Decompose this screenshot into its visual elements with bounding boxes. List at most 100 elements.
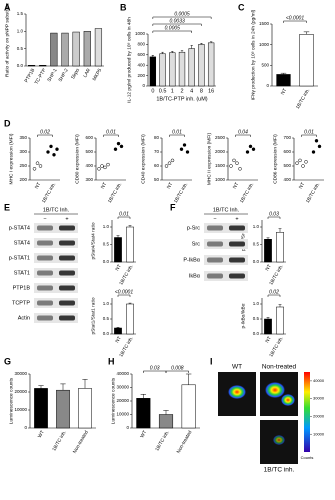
y-tick-label: 0.0: [103, 331, 110, 336]
blot-band: [207, 257, 223, 263]
data-point: [185, 150, 190, 154]
blot-band: [59, 255, 75, 261]
data-point: [311, 150, 316, 154]
signal: [281, 394, 295, 406]
data-point: [232, 158, 236, 163]
blot-strip: [204, 239, 248, 249]
blot-band: [37, 315, 53, 321]
blot-strip: [204, 271, 248, 281]
x-tick-label: 1B/TC inh.: [154, 430, 171, 453]
data-point: [119, 144, 124, 149]
y-axis-label: IL-12 pg/ml produced by 10⁵ cells in 48h: [126, 17, 132, 103]
p-value: <0.0001: [115, 289, 133, 295]
bar: [299, 34, 314, 87]
colorbar: [304, 372, 310, 452]
data-point: [106, 162, 110, 167]
treatment-label: 1B/TC Inh.: [213, 207, 240, 213]
data-point: [314, 139, 319, 143]
blot-row-label: p-STAT4: [9, 225, 30, 231]
blot-band: [59, 315, 75, 321]
significance-bracket: [117, 294, 131, 297]
bar: [39, 65, 47, 67]
p-value: 0.03: [269, 211, 279, 217]
y-tick-label: 400: [283, 177, 291, 182]
y-tick-label: 1.0: [253, 224, 260, 229]
blot-band: [37, 300, 53, 306]
y-tick-label: 600: [85, 135, 93, 140]
p-value: 0.04: [238, 129, 248, 135]
significance-bracket: [152, 30, 192, 33]
y-axis-label: p-IkBα/IkBα: [240, 303, 246, 328]
p-value: 0.01: [119, 211, 129, 217]
p-value: 0.01: [172, 129, 182, 135]
x-tick-label: LAR: [82, 67, 92, 79]
x-tick-label: NT: [100, 182, 108, 191]
y-axis-label: Luminescence counts: [8, 377, 14, 424]
blot-band: [37, 240, 53, 246]
bar: [198, 44, 205, 87]
x-tick-label: 0.5: [159, 88, 167, 94]
y-tick-label: 600: [137, 52, 145, 57]
data-point: [245, 150, 250, 154]
y-tick-label: 200: [137, 73, 145, 78]
x-tick-label: NT: [34, 182, 42, 191]
bar: [188, 48, 195, 87]
x-tick-label: 1B/TC inh.: [173, 182, 190, 205]
blot-row-label: p-STAT1: [9, 255, 30, 261]
data-point: [52, 153, 56, 157]
blot-band: [229, 273, 245, 279]
y-tick-label: 0.5: [17, 46, 24, 51]
bar: [34, 388, 48, 429]
y-axis-label: pStat1/Stat1 ratio: [90, 297, 96, 334]
y-tick-label: 10000: [14, 407, 27, 412]
bar: [56, 389, 70, 429]
colorbar-tick-label: 30000: [313, 396, 325, 401]
y-tick-label: 300: [85, 177, 93, 182]
blot-band: [207, 273, 223, 279]
blot-strip: [204, 223, 248, 233]
y-tick-label: 30000: [14, 371, 27, 376]
blot-row-label: p-Src: [187, 225, 200, 231]
image-label: Non-treated: [262, 364, 297, 371]
x-tick-label: 8: [200, 88, 203, 94]
data-point: [164, 164, 169, 168]
blot-row-label: P-IkBα: [183, 257, 200, 263]
y-tick-label: 600: [283, 149, 291, 154]
lane-label: −: [213, 216, 216, 222]
x-tick-label: 1B/TC inh.: [239, 182, 256, 205]
y-axis-label: CD86 expression (MFI): [272, 134, 278, 184]
blot-strip: [34, 238, 78, 248]
y-tick-label: 60: [154, 163, 160, 168]
y-tick-label: 0.0: [253, 331, 260, 336]
blot-row-label: TCPTP: [12, 300, 30, 306]
colorbar-tick-label: 20000: [313, 414, 325, 419]
y-tick-label: 1500: [259, 21, 270, 26]
y-tick-label: 0.5: [103, 316, 110, 321]
significance-bracket: [169, 134, 185, 137]
lane-label: −: [43, 216, 46, 222]
blot-row-label: IkBα: [189, 273, 201, 279]
y-axis-label: Ratio of activity on pNPP substrate: [4, 3, 10, 77]
x-tick-label: 1B/TC inh.: [295, 88, 312, 111]
blot-band: [37, 255, 53, 261]
y-tick-label: 2000: [215, 149, 226, 154]
x-tick-label: SHP-2: [58, 67, 70, 83]
blot-strip: [34, 313, 78, 323]
data-point: [116, 141, 121, 146]
lane-label: +: [65, 216, 68, 222]
y-tick-label: 70: [154, 149, 160, 154]
bar: [27, 65, 36, 67]
p-value: 0.008: [171, 365, 184, 371]
y-tick-label: 400: [137, 62, 145, 67]
x-tick-label: MKP5: [92, 67, 104, 82]
blot-strip: [34, 223, 78, 233]
x-tick-label: NT: [114, 336, 122, 345]
signal: [273, 435, 285, 445]
data-point: [38, 164, 43, 168]
significance-bracket: [103, 134, 119, 137]
bar: [78, 388, 92, 429]
blot-strip: [34, 283, 78, 293]
x-tick-label: 1B/TC inh.: [41, 182, 58, 205]
data-point: [97, 167, 101, 171]
